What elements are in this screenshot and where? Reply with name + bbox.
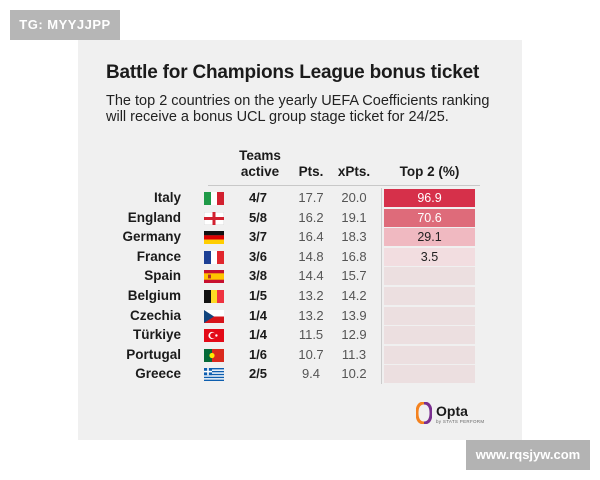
xpts-value: 12.9 (341, 327, 367, 343)
country-name: Czechia (129, 307, 181, 323)
infographic-card: Battle for Champions League bonus ticket… (78, 40, 522, 440)
header-xpts: xPts. (337, 164, 371, 179)
opta-tagline: by STATS PERFORM (436, 419, 485, 424)
header-teams-active-line1: Teams (239, 148, 281, 163)
pts-value: 9.4 (301, 366, 321, 382)
page-title: Battle for Champions League bonus ticket (106, 62, 480, 83)
pts-value: 14.4 (298, 268, 324, 284)
top2-cell (384, 287, 475, 305)
top2-cell: 29.1 (384, 228, 475, 247)
country-name: Germany (122, 229, 181, 245)
england-flag-icon (204, 211, 224, 225)
xpts-value: 11.3 (341, 346, 367, 362)
spain-flag-icon (204, 270, 224, 284)
country-name: France (136, 248, 181, 264)
country-name: Italy (153, 190, 181, 205)
belgium-flag-icon (204, 290, 224, 303)
italy-flag-icon (204, 192, 224, 205)
watermark-top: TG: MYYJJPP (10, 10, 120, 40)
country-name: England (127, 209, 181, 225)
table-row: Greece 2/5 9.4 10.2 (78, 364, 522, 384)
table-row: Belgium 1/5 13.2 14.2 (78, 286, 522, 306)
country-name: Türkiye (132, 327, 181, 343)
teams-active-value: 3/7 (248, 229, 268, 245)
top2-bar (384, 228, 475, 247)
country-name: Portugal (126, 346, 181, 362)
xpts-value: 10.2 (341, 366, 367, 382)
pts-value: 13.2 (298, 307, 324, 323)
header-pts: Pts. (298, 164, 324, 179)
top2-cell: 70.6 (384, 208, 475, 227)
teams-active-value: 3/8 (248, 268, 268, 284)
teams-active-value: 3/6 (248, 248, 268, 264)
top2-cell: 96.9 (384, 189, 475, 207)
czechia-flag-icon (204, 309, 224, 323)
xpts-value: 13.9 (341, 307, 367, 323)
opta-wordmark: Opta (436, 403, 468, 419)
country-name: Greece (135, 366, 181, 382)
subtitle-line: The top 2 countries on the yearly UEFA C… (106, 93, 490, 109)
teams-active-value: 4/7 (248, 190, 268, 205)
subtitle: The top 2 countries on the yearly UEFA C… (106, 93, 516, 125)
top2-bar (384, 189, 475, 207)
top2-value: 96.9 (417, 191, 442, 205)
header-teams-active: Teams active (236, 148, 284, 180)
table-row: Türkiye 1/4 11.5 12.9 (78, 325, 522, 345)
header-divider (208, 185, 480, 186)
teams-active-value: 2/5 (248, 366, 268, 382)
pts-value: 16.2 (298, 209, 324, 225)
table-row: Germany 3/7 16.4 18.3 29.1 (78, 227, 522, 247)
top2-cell (384, 306, 475, 325)
xpts-value: 16.8 (341, 248, 367, 264)
xpts-value: 14.2 (341, 288, 367, 303)
header-top2: Top 2 (%) (399, 164, 460, 179)
pts-value: 14.8 (298, 248, 324, 264)
top2-cell (384, 365, 475, 384)
subtitle-line: will receive a bonus UCL group stage tic… (106, 109, 449, 125)
opta-logo-icon (415, 401, 433, 425)
xpts-value: 15.7 (341, 268, 367, 284)
pts-value: 11.5 (298, 327, 324, 343)
top2-cell (384, 345, 475, 364)
table-row: Spain 3/8 14.4 15.7 (78, 266, 522, 286)
table-row: Portugal 1/6 10.7 11.3 (78, 345, 522, 365)
country-name: Spain (144, 268, 181, 284)
top2-cell: 3.5 (384, 247, 475, 266)
country-name: Belgium (127, 288, 181, 303)
top2-value: 29.1 (417, 230, 442, 245)
teams-active-value: 1/4 (248, 307, 268, 323)
top2-bar (384, 247, 475, 266)
watermark-bottom: www.rqsjyw.com (466, 440, 590, 470)
top2-bar (384, 208, 475, 227)
opta-logo: Opta by STATS PERFORM (415, 401, 496, 426)
xpts-value: 20.0 (341, 190, 367, 205)
pts-value: 13.2 (298, 288, 324, 303)
teams-active-value: 5/8 (248, 209, 268, 225)
table-row: England 5/8 16.2 19.1 70.6 (78, 208, 522, 228)
xpts-value: 19.1 (341, 209, 367, 225)
table-row: Czechia 1/4 13.2 13.9 (78, 306, 522, 326)
teams-active-value: 1/4 (248, 327, 268, 343)
top2-cell (384, 267, 475, 286)
pts-value: 10.7 (298, 346, 324, 362)
pts-value: 16.4 (298, 229, 324, 245)
turkiye-flag-icon (204, 329, 224, 343)
teams-active-value: 1/5 (248, 288, 268, 303)
teams-active-value: 1/6 (248, 346, 268, 362)
pts-value: 17.7 (298, 190, 324, 205)
portugal-flag-icon (204, 348, 224, 362)
greece-flag-icon (204, 368, 224, 382)
germany-flag-icon (204, 231, 224, 245)
top2-cell (384, 326, 475, 345)
table-row: Italy 4/7 17.7 20.0 96.9 (78, 188, 522, 208)
table-row: France 3/6 14.8 16.8 3.5 (78, 247, 522, 267)
top2-value: 3.5 (420, 249, 439, 264)
xpts-value: 18.3 (341, 229, 367, 245)
france-flag-icon (204, 250, 224, 264)
header-teams-active-line2: active (240, 164, 280, 179)
column-divider (381, 188, 382, 384)
top2-value: 70.6 (417, 210, 442, 225)
